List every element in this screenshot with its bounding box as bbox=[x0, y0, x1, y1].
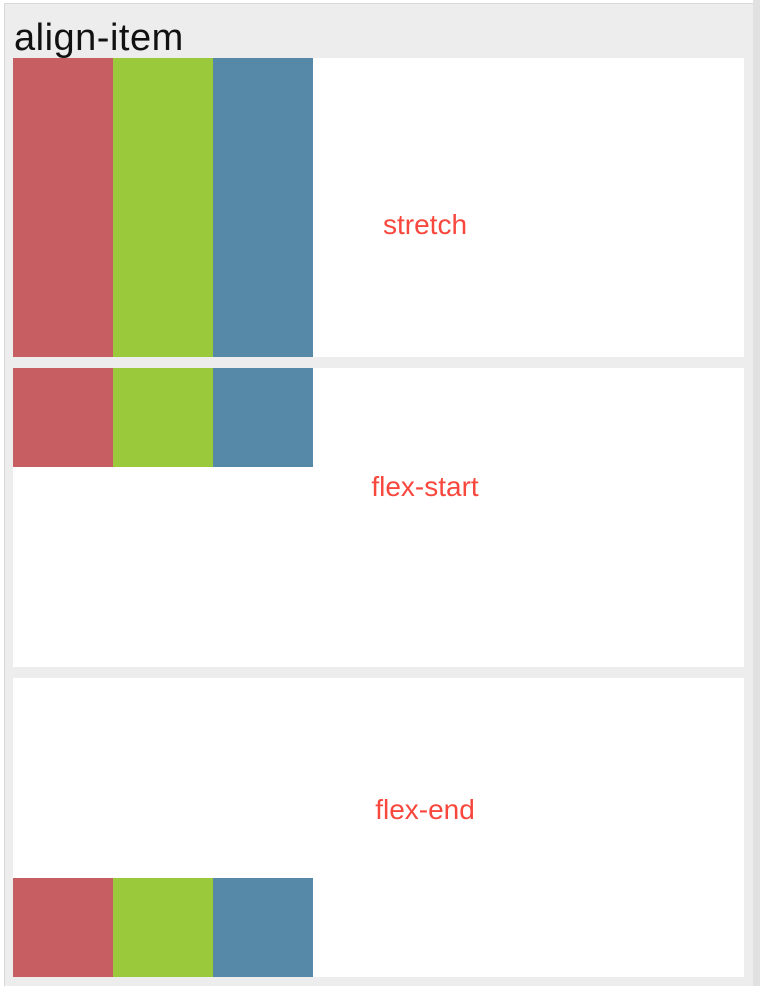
flex-item-blue bbox=[213, 878, 313, 977]
flex-item-red bbox=[13, 878, 113, 977]
flex-item-green bbox=[113, 368, 213, 467]
flex-item-blue bbox=[213, 368, 313, 467]
align-label-stretch: stretch bbox=[382, 209, 468, 240]
scrollbar-track[interactable] bbox=[753, 0, 760, 986]
flex-demo-section-stretch: stretch bbox=[13, 58, 744, 357]
flex-demo-section-flex-start: flex-start bbox=[13, 368, 744, 667]
flex-item-blue bbox=[213, 58, 313, 357]
flex-item-green bbox=[113, 58, 213, 357]
page-frame: align-item stretch flex-start flex-end bbox=[4, 3, 753, 986]
flex-item-red bbox=[13, 368, 113, 467]
flex-demo-section-flex-end: flex-end bbox=[13, 678, 744, 977]
flex-item-red bbox=[13, 58, 113, 357]
align-label-flex-end: flex-end bbox=[375, 794, 475, 825]
flex-item-green bbox=[113, 878, 213, 977]
align-label-flex-start: flex-start bbox=[371, 471, 479, 502]
page-title: align-item bbox=[14, 17, 184, 59]
